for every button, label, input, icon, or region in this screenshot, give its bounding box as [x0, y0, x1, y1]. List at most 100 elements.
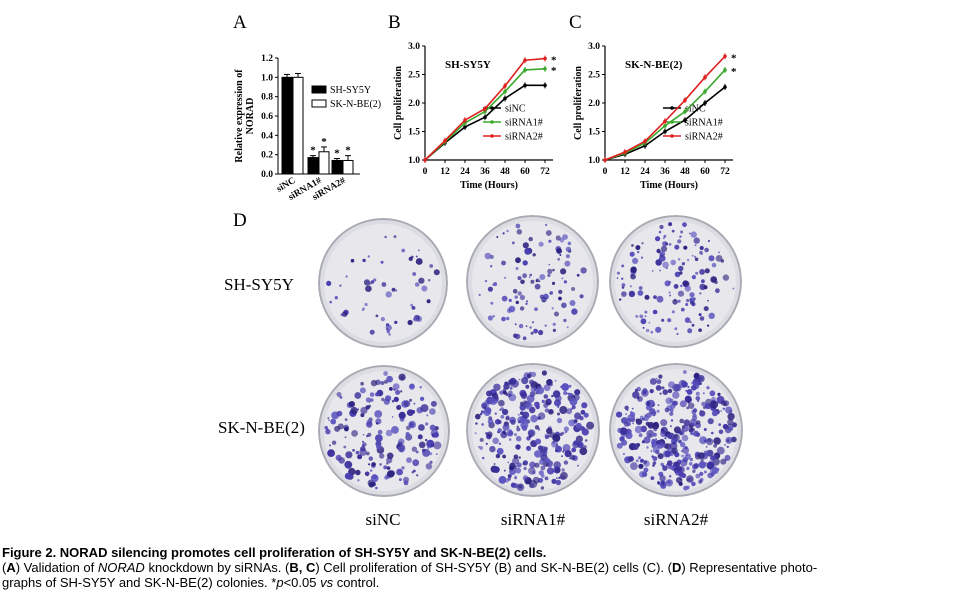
colony: [405, 431, 410, 437]
colony: [537, 389, 540, 393]
colony: [515, 257, 521, 264]
data-point: [523, 58, 527, 63]
colony: [561, 302, 567, 309]
colony: [546, 467, 555, 475]
colony-photo: [609, 215, 742, 348]
colony: [418, 424, 425, 431]
colony: [643, 467, 649, 473]
colony: [381, 282, 387, 287]
colony: [621, 291, 627, 297]
colony: [701, 279, 705, 284]
colony: [549, 382, 553, 387]
colony: [360, 381, 364, 386]
series-line: [604, 69, 726, 161]
colony: [692, 413, 697, 418]
colony: [555, 449, 558, 453]
colony: [515, 267, 519, 270]
colony: [723, 443, 727, 446]
colony: [419, 385, 422, 389]
colony: [691, 323, 695, 327]
colony: [502, 388, 507, 392]
bar: [307, 157, 319, 175]
colony: [677, 299, 681, 303]
colony: [503, 383, 510, 390]
colony: [632, 257, 639, 264]
colony: [514, 433, 517, 437]
colony: [630, 462, 638, 470]
colony: [708, 312, 715, 319]
colony: [384, 235, 387, 239]
colony: [670, 403, 676, 409]
caption-p: p: [276, 575, 284, 590]
colony: [706, 386, 710, 390]
colony: [575, 435, 583, 443]
colony: [732, 287, 735, 290]
colony: [526, 373, 532, 379]
colony: [357, 454, 363, 460]
colony: [635, 418, 639, 422]
colony: [674, 244, 680, 250]
colony: [677, 290, 685, 297]
colony: [514, 333, 521, 340]
colony: [504, 276, 507, 279]
colony: [555, 477, 558, 479]
colony: [534, 450, 542, 458]
x-tick-label: 24: [460, 167, 470, 177]
legend-marker: [670, 120, 674, 124]
colony: [380, 317, 385, 322]
colony: [496, 236, 499, 238]
colony: [345, 451, 353, 459]
colony: [670, 408, 674, 412]
colony: [668, 243, 672, 246]
colony: [682, 425, 686, 429]
colony: [653, 421, 659, 427]
colony: [516, 425, 519, 428]
colony: [376, 443, 382, 450]
data-point: [543, 83, 547, 88]
colony: [695, 271, 699, 275]
x-tick-label: 48: [500, 167, 510, 177]
colony: [640, 318, 647, 325]
colony: [711, 431, 714, 435]
colony: [551, 395, 554, 398]
colony: [522, 273, 527, 279]
colony: [664, 450, 671, 457]
row-label-sh-sy5y: SH-SY5Y: [224, 275, 294, 294]
colony: [652, 309, 658, 315]
line-chart-sh-sy5y: 1.0 1.5 2.0 2.5 3.0 0 12 24 36 48 60 72 Time (Hours)…: [393, 42, 557, 191]
colony: [403, 400, 411, 407]
caption-body: (A) Validation of NORAD knockdown by siR…: [2, 560, 972, 590]
colony: [528, 276, 531, 279]
colony: [638, 433, 643, 438]
colony: [415, 255, 418, 258]
colony: [697, 452, 705, 459]
colony: [639, 458, 645, 463]
colony: [499, 390, 504, 395]
colony: [718, 423, 722, 426]
colony: [635, 245, 641, 251]
colony: [580, 267, 587, 274]
colony: [686, 454, 688, 457]
colony: [665, 479, 673, 487]
colony: [380, 381, 385, 385]
colony: [393, 396, 399, 402]
colony: [339, 284, 342, 287]
colony: [386, 452, 394, 460]
panel-letter-b: B: [388, 12, 401, 33]
colony: [375, 314, 379, 318]
colony: [653, 403, 656, 406]
colony: [534, 307, 538, 311]
colony: [672, 391, 680, 399]
colony: [494, 412, 497, 415]
colony: [355, 469, 361, 476]
colony: [429, 424, 436, 431]
colony: [427, 446, 430, 449]
colony: [676, 332, 679, 336]
colony: [521, 425, 528, 431]
colony: [671, 310, 675, 314]
colony: [709, 390, 716, 397]
colony-photo: [609, 363, 743, 497]
colony: [529, 391, 536, 397]
colony: [400, 390, 403, 393]
colony: [583, 445, 587, 449]
